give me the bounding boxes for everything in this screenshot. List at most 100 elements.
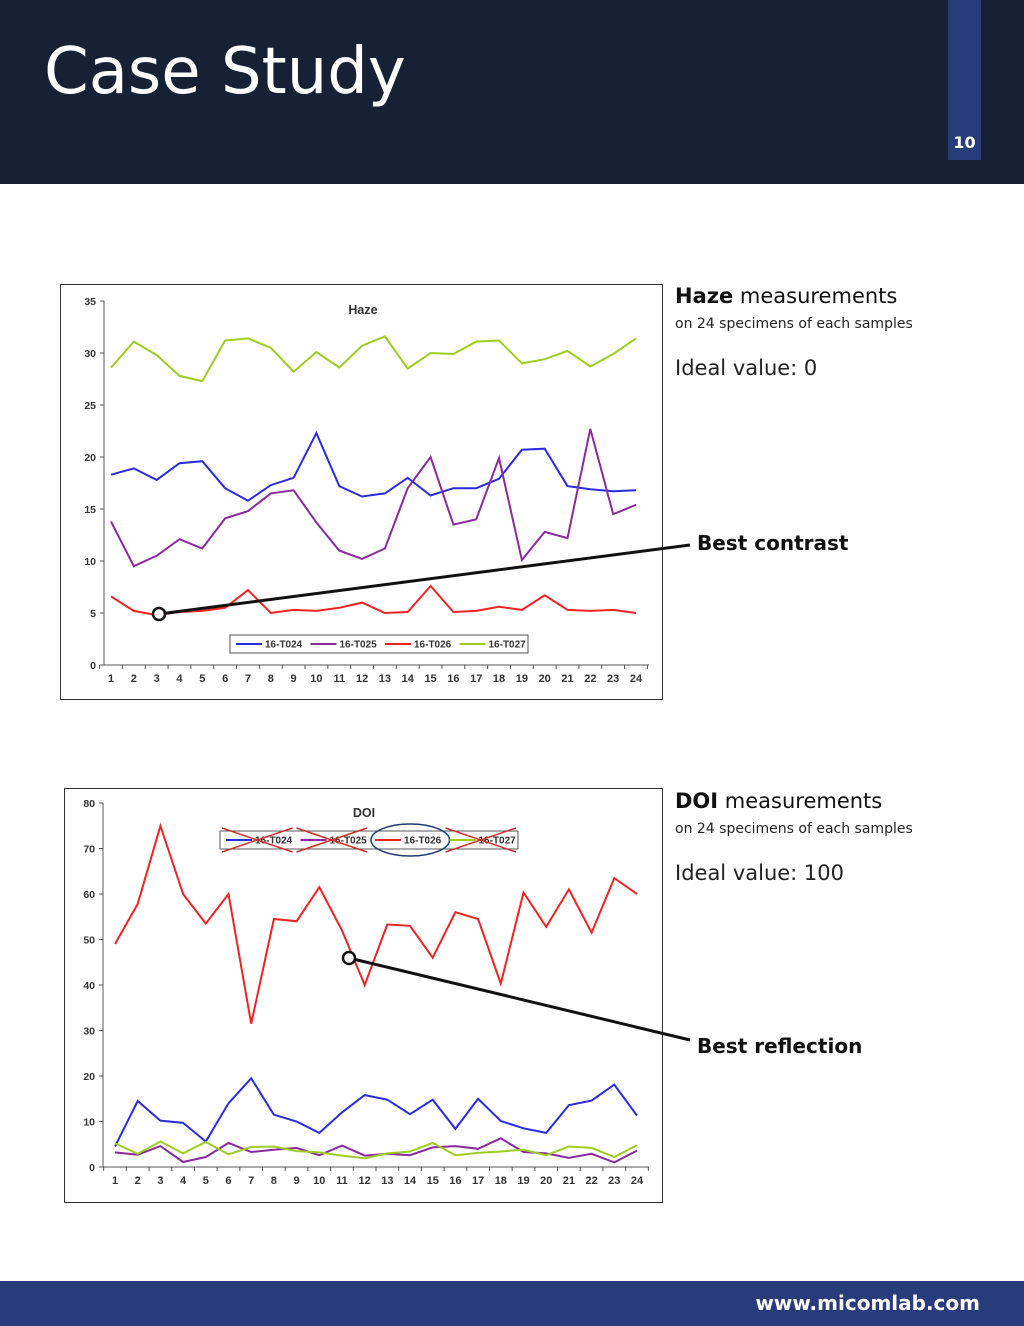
haze-x-tick-label: 8 [268,673,274,685]
doi-legend-label: 16-T026 [404,836,442,847]
doi-y-tick-label: 70 [83,844,95,856]
doi-x-tick-label: 23 [608,1175,620,1187]
doi-y-tick-label: 30 [83,1026,95,1038]
doi-x-tick-label: 19 [517,1175,529,1187]
doi-x-tick-label: 24 [631,1175,644,1187]
doi-x-tick-label: 22 [585,1175,597,1187]
haze-y-tick-label: 35 [84,296,96,308]
haze-x-tick-label: 18 [493,673,505,685]
haze-info-title: Haze measurements [675,282,995,310]
haze-info: Haze measurements on 24 specimens of eac… [675,282,995,380]
doi-chart-title: DOI [353,806,375,820]
haze-legend-label: 16-T024 [265,640,303,651]
haze-chart-title: Haze [348,303,377,317]
doi-subtitle: on 24 specimens of each samples [675,821,913,837]
doi-y-tick-label: 20 [83,1071,95,1083]
haze-title-bold: Haze [675,284,734,308]
haze-x-tick-label: 11 [333,673,345,685]
doi-x-tick-label: 11 [336,1175,348,1187]
doi-title-bold: DOI [675,789,719,813]
page-tab: 10 [948,0,981,160]
doi-x-tick-label: 1 [112,1175,118,1187]
haze-x-tick-label: 7 [245,673,251,685]
doi-legend-cross [221,827,293,853]
haze-x-tick-label: 15 [424,673,436,685]
haze-x-tick-label: 22 [584,673,596,685]
doi-x-tick-label: 9 [294,1175,300,1187]
haze-y-tick-label: 25 [84,400,96,412]
doi-y-tick-label: 0 [89,1162,95,1174]
haze-legend-label: 16-T027 [489,640,527,651]
haze-y-tick-label: 20 [84,452,96,464]
doi-x-tick-label: 4 [180,1175,187,1187]
haze-x-tick-label: 17 [470,673,482,685]
haze-x-tick-label: 23 [607,673,619,685]
haze-title-rest: measurements [733,284,898,308]
haze-x-tick-label: 4 [176,673,183,685]
haze-y-tick-label: 10 [84,556,96,568]
haze-legend-box [229,634,529,654]
haze-ideal-value: Ideal value: 0 [675,356,818,380]
haze-x-tick-label: 1 [108,673,114,685]
haze-y-tick-label: 30 [84,348,96,360]
doi-x-tick-label: 3 [157,1175,163,1187]
doi-y-tick-label: 40 [83,980,95,992]
doi-legend-label: 16-T024 [255,836,293,847]
doi-x-tick-label: 21 [563,1175,575,1187]
haze-x-tick-label: 2 [131,673,137,685]
best-contrast-label: Best contrast [697,531,849,555]
doi-x-tick-label: 10 [313,1175,325,1187]
doi-x-tick-label: 14 [404,1175,417,1187]
doi-y-tick-label: 60 [83,889,95,901]
doi-y-tick-label: 80 [83,798,95,810]
haze-x-tick-label: 6 [222,673,228,685]
doi-x-tick-label: 5 [203,1175,209,1187]
doi-title-rest: measurements [718,789,883,813]
header-bar: Case Study [0,0,1024,184]
haze-x-tick-label: 12 [356,673,368,685]
doi-y-tick-label: 50 [83,935,95,947]
doi-legend-box [219,830,519,850]
doi-x-tick-label: 16 [449,1175,461,1187]
doi-x-tick-label: 7 [248,1175,254,1187]
doi-info-title: DOI measurements [675,787,995,815]
footer-url: www.micomlab.com [755,1291,980,1315]
haze-x-tick-label: 21 [561,673,573,685]
haze-legend-label: 16-T026 [414,640,452,651]
best-reflection-label: Best reflection [697,1034,863,1058]
haze-chart: 0 5 10 15 20 25 30 35 1 2 3 4 5 6 7 8 9 10 11 12 13 14 15 16 17 1… [60,284,663,700]
doi-x-tick-label: 13 [381,1175,393,1187]
haze-subtitle: on 24 specimens of each samples [675,316,913,332]
haze-x-tick-label: 3 [154,673,160,685]
haze-x-tick-label: 20 [539,673,551,685]
haze-x-tick-label: 14 [402,673,415,685]
haze-y-tick-label: 5 [90,608,96,620]
page-title: Case Study [44,35,406,109]
haze-x-tick-label: 5 [199,673,205,685]
doi-x-tick-label: 8 [271,1175,277,1187]
footer-bar: www.micomlab.com [0,1281,1024,1326]
haze-x-tick-label: 13 [379,673,391,685]
doi-series-16-t026 [114,822,638,1024]
doi-series-16-t024 [114,1076,638,1147]
haze-series-16-t025 [110,428,637,568]
haze-x-tick-label: 24 [630,673,643,685]
doi-x-tick-label: 15 [427,1175,439,1187]
doi-y-tick-label: 10 [83,1117,95,1129]
doi-x-tick-label: 18 [495,1175,507,1187]
doi-info: DOI measurements on 24 specimens of each… [675,787,995,885]
haze-x-tick-label: 10 [310,673,322,685]
doi-series-16-t027 [114,1140,638,1160]
haze-y-tick-label: 15 [84,504,96,516]
haze-x-tick-label: 9 [291,673,297,685]
haze-series-16-t026 [110,584,637,617]
haze-series-16-t027 [110,335,637,383]
doi-x-tick-label: 17 [472,1175,484,1187]
doi-legend-label: 16-T025 [330,836,368,847]
doi-chart: 0 10 20 30 40 50 60 70 80 1 2 3 4 5 6 7 8 9 10 11 12 13 14 15 16… [64,788,663,1203]
haze-legend-label: 16-T025 [340,640,378,651]
doi-x-tick-label: 2 [135,1175,141,1187]
haze-series-16-t024 [110,430,637,502]
page-number: 10 [953,133,976,152]
doi-legend-cross [445,827,517,853]
